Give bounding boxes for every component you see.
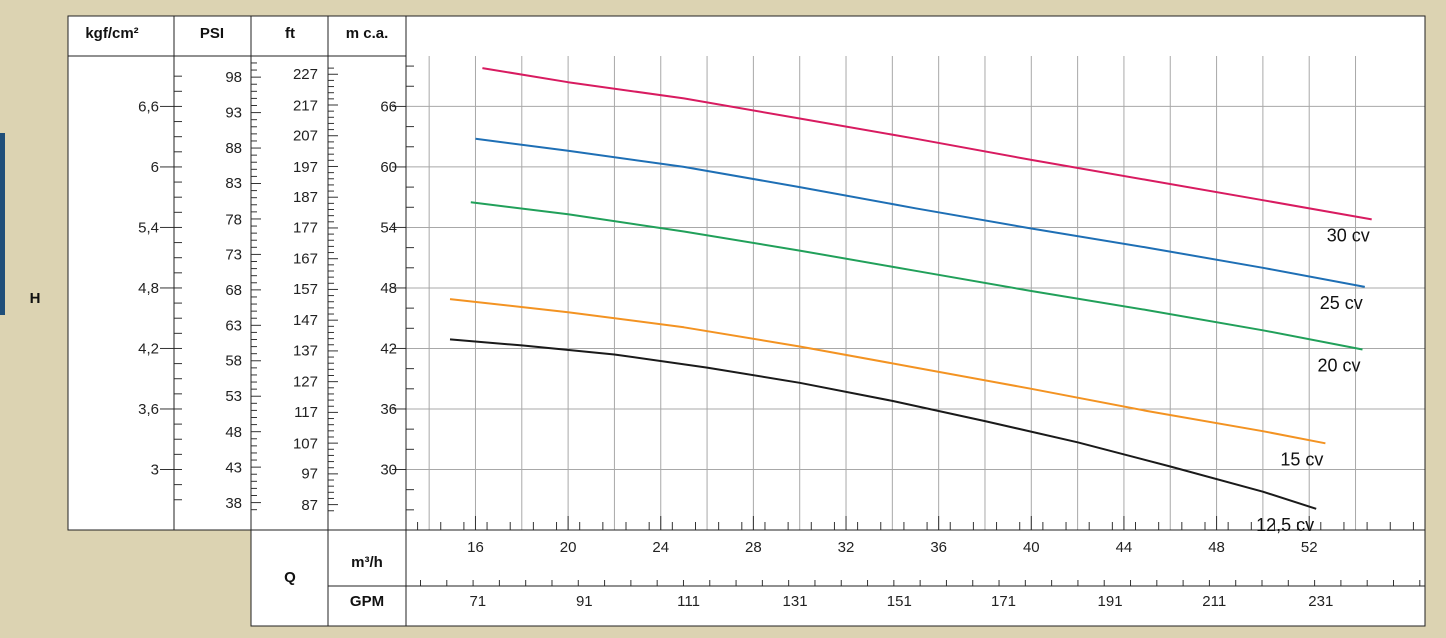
series-line bbox=[449, 338, 1317, 510]
ft-tick-label: 187 bbox=[293, 189, 318, 206]
mca-tick-label: 36 bbox=[380, 401, 397, 418]
m3h-header: m³/h bbox=[351, 554, 383, 571]
m3h-tick-label: 40 bbox=[1023, 539, 1040, 556]
series-line bbox=[470, 201, 1363, 351]
grid bbox=[406, 56, 1425, 530]
kgf-tick-label: 5,4 bbox=[138, 219, 159, 236]
gpm-tick-label: 91 bbox=[576, 593, 593, 610]
gpm-tick-label: 111 bbox=[677, 593, 700, 610]
series-labels: 30 cv 25 cv 20 cv 15 cv 12,5 cv bbox=[1256, 225, 1370, 534]
psi-tick-label: 43 bbox=[225, 459, 242, 476]
ft-tick-label: 227 bbox=[293, 66, 318, 83]
mca-tick-label: 42 bbox=[380, 340, 397, 357]
series-label: 30 cv bbox=[1327, 225, 1370, 245]
psi-tick-label: 48 bbox=[225, 424, 242, 441]
ft-tick-label: 157 bbox=[293, 281, 318, 298]
psi-tick-label: 93 bbox=[225, 104, 242, 121]
ft-tick-label: 167 bbox=[293, 251, 318, 268]
psi-tick-label: 58 bbox=[225, 353, 242, 370]
psi-tick-label: 73 bbox=[225, 247, 242, 264]
ft-tick-label: 177 bbox=[293, 219, 318, 236]
gpm-tick-label: 211 bbox=[1202, 593, 1226, 610]
ft-tick-label: 117 bbox=[294, 404, 318, 421]
kgf-tick-label: 6 bbox=[151, 159, 159, 176]
upper-panel bbox=[68, 16, 1425, 530]
series-label: 12,5 cv bbox=[1256, 515, 1314, 535]
psi-tick-label: 88 bbox=[225, 140, 242, 157]
gpm-tick-label: 151 bbox=[887, 593, 912, 610]
kgf-header: kgf/cm² bbox=[85, 25, 138, 42]
series-lines bbox=[449, 67, 1372, 510]
psi-tick-label: 63 bbox=[225, 317, 242, 334]
side-tab-accent bbox=[0, 133, 5, 315]
ft-tick-label: 217 bbox=[293, 97, 318, 114]
psi-header: PSI bbox=[200, 25, 224, 42]
series-line bbox=[482, 67, 1372, 221]
gpm-tick-label: 191 bbox=[1098, 593, 1123, 610]
psi-tick-label: 83 bbox=[225, 175, 242, 192]
psi-tick-label: 53 bbox=[225, 388, 242, 405]
series-label: 15 cv bbox=[1280, 449, 1323, 469]
ft-tick-label: 107 bbox=[293, 435, 318, 452]
tick-labels: 6,6 6 5,4 4,8 4,2 3,6 3 98 93 88 83 78 73 68 63 58 53 48 4… bbox=[138, 66, 1333, 610]
ft-tick-label: 137 bbox=[293, 342, 318, 359]
psi-tick-label: 78 bbox=[225, 211, 242, 228]
m3h-tick-label: 48 bbox=[1208, 539, 1225, 556]
chart-panels bbox=[68, 16, 1425, 626]
ft-header: ft bbox=[285, 25, 295, 42]
mca-tick-label: 48 bbox=[380, 280, 397, 297]
m3h-tick-label: 36 bbox=[930, 539, 947, 556]
mca-tick-label: 60 bbox=[380, 159, 397, 176]
series-line bbox=[449, 298, 1326, 445]
kgf-tick-label: 3,6 bbox=[138, 401, 159, 418]
mca-tick-label: 30 bbox=[380, 461, 397, 478]
series-label: 25 cv bbox=[1320, 293, 1363, 313]
gpm-tick-label: 231 bbox=[1308, 593, 1333, 610]
lower-panel bbox=[251, 530, 1425, 626]
gpm-header: GPM bbox=[350, 593, 384, 610]
m3h-tick-label: 24 bbox=[652, 539, 669, 556]
mca-header: m c.a. bbox=[346, 25, 389, 42]
kgf-tick-label: 4,8 bbox=[138, 280, 159, 297]
table-frame bbox=[67, 15, 1426, 627]
m3h-tick-label: 28 bbox=[745, 539, 762, 556]
psi-tick-label: 98 bbox=[225, 69, 242, 86]
ft-tick-label: 127 bbox=[293, 374, 318, 391]
q-label: Q bbox=[284, 569, 296, 586]
minor-ticks bbox=[160, 62, 1421, 586]
ft-tick-label: 207 bbox=[293, 128, 318, 145]
kgf-tick-label: 6,6 bbox=[138, 98, 159, 115]
gpm-tick-label: 71 bbox=[469, 593, 486, 610]
mca-tick-label: 54 bbox=[380, 219, 397, 236]
m3h-tick-label: 52 bbox=[1301, 539, 1318, 556]
h-label: H bbox=[30, 290, 41, 307]
ft-tick-label: 97 bbox=[301, 466, 318, 483]
kgf-tick-label: 4,2 bbox=[138, 340, 159, 357]
m3h-tick-label: 16 bbox=[467, 539, 484, 556]
psi-tick-label: 38 bbox=[225, 495, 242, 512]
psi-tick-label: 68 bbox=[225, 282, 242, 299]
gpm-tick-label: 171 bbox=[991, 593, 1016, 610]
ft-tick-label: 87 bbox=[301, 497, 318, 514]
ft-tick-label: 147 bbox=[293, 312, 318, 329]
m3h-tick-label: 20 bbox=[560, 539, 577, 556]
series-line bbox=[475, 137, 1365, 288]
gpm-tick-label: 131 bbox=[783, 593, 808, 610]
m3h-tick-label: 32 bbox=[838, 539, 855, 556]
ft-tick-label: 197 bbox=[293, 159, 318, 176]
m3h-tick-label: 44 bbox=[1116, 539, 1133, 556]
kgf-tick-label: 3 bbox=[151, 461, 159, 478]
series-label: 20 cv bbox=[1317, 355, 1360, 375]
mca-tick-label: 66 bbox=[380, 98, 397, 115]
